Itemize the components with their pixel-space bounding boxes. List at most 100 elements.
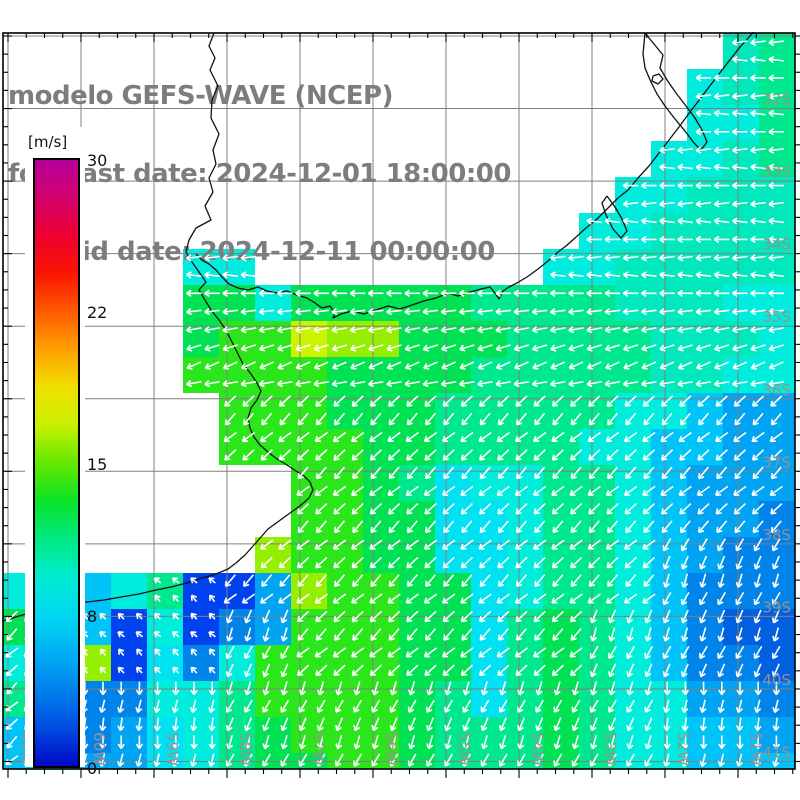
wind-arrow [315,466,327,480]
wind-arrow [695,271,712,279]
wind-arrow [715,502,728,515]
wind-arrow [551,502,565,515]
wind-arrow [534,574,546,588]
wave-cell [759,357,795,393]
wind-arrow [6,735,18,749]
wind-arrow [680,538,690,552]
wind-arrow [388,412,400,426]
wind-arrow [732,146,748,154]
wind-arrow [208,594,216,603]
wind-arrow [733,449,747,461]
wind-arrow [713,181,730,190]
wind-arrow [622,326,639,334]
wind-arrow [533,449,546,461]
wind-arrow [587,539,601,550]
wind-arrow [441,647,456,658]
wind-arrow [298,699,308,713]
wind-arrow [353,699,362,713]
wind-arrow [135,612,143,620]
wind-arrow [477,326,493,334]
wind-arrow [258,380,275,388]
wind-arrow [333,574,346,588]
wind-arrow [190,648,198,656]
wind-arrow [241,593,256,604]
wave-cell [723,249,759,285]
wind-arrow [190,577,198,584]
wind-arrow [171,577,180,584]
wind-arrow [240,289,257,297]
wind-arrow [408,735,416,750]
wind-arrow [750,344,766,352]
wind-arrow [534,628,546,641]
wind-arrow [244,663,253,678]
wind-arrow [768,254,784,262]
colorbar-tick-label: 0 [87,759,98,778]
lat-label: 41S [762,744,791,762]
wind-arrow [736,681,744,696]
wind-arrow [208,753,216,767]
wind-arrow [733,395,747,407]
wind-arrow [679,395,692,407]
wind-arrow [135,666,143,674]
wind-arrow [296,485,310,496]
wind-arrow [605,593,620,604]
wind-arrow [280,753,290,767]
wind-arrow [241,431,256,443]
wind-arrow [406,556,419,569]
wind-arrow [589,609,598,624]
wind-arrow [604,289,621,297]
wind-arrow [296,431,310,443]
wind-arrow [171,631,180,638]
wind-arrow [297,520,309,534]
wind-arrow [608,753,617,767]
wind-arrow [534,466,546,480]
lon-label: 54W [528,732,546,766]
model-title: modelo GEFS-WAVE (NCEP) [8,81,393,111]
wind-arrow [713,326,730,334]
wind-arrow [590,681,598,696]
wind-arrow [514,485,529,496]
wind-arrow [624,502,637,515]
wind-arrow [135,631,144,638]
axis-ticks [3,33,800,778]
lat-label: 39S [762,598,791,616]
wind-arrow [732,55,748,64]
wind-arrow [407,699,417,713]
wind-arrow [753,627,761,642]
wind-arrow [99,666,107,674]
wind-arrow [350,593,365,604]
wind-arrow [461,574,473,588]
wind-arrow [753,609,762,624]
wind-arrow [750,200,766,208]
wind-arrow [736,735,744,749]
wind-arrow [477,344,493,352]
wind-arrow [405,485,419,496]
wind-arrow [387,593,401,604]
wind-arrow [441,361,456,370]
wind-arrow [240,326,257,334]
wind-arrow [772,699,780,714]
wind-arrow [699,573,707,588]
wind-arrow [622,308,639,316]
wind-arrow [496,647,510,658]
wind-arrow [641,200,657,208]
wind-arrow [681,717,689,732]
wind-arrow [370,466,382,480]
wind-arrow [387,485,401,496]
wind-arrow [515,556,528,569]
wind-arrow [226,735,234,750]
wind-arrow [659,289,675,297]
wind-arrow [478,593,492,604]
coastline-path [642,32,708,151]
wind-arrow [552,466,564,480]
wind-arrow [224,574,236,588]
wind-arrow [460,431,474,443]
wind-arrow [535,681,543,696]
wind-arrow [497,466,509,480]
wind-arrow [699,538,708,552]
wave-cell [471,285,507,321]
wind-arrow [587,485,601,496]
wind-arrow [751,431,765,443]
wave-cell [363,285,399,321]
